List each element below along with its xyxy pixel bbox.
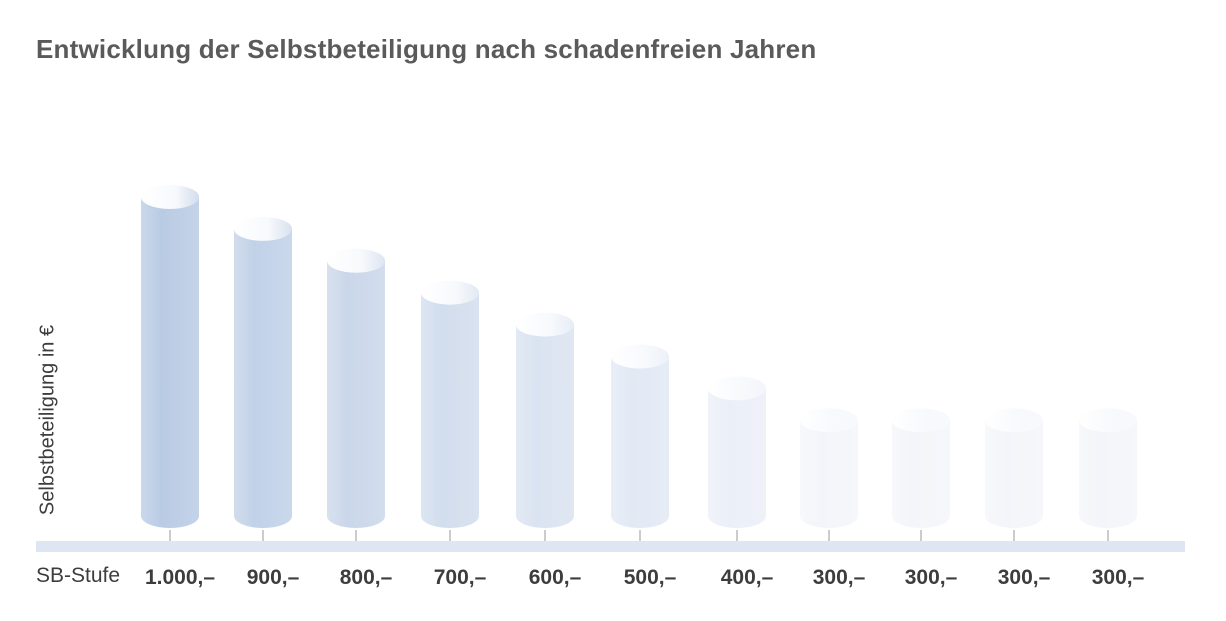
bar-body <box>985 420 1043 528</box>
x-tick-label: 300,– <box>998 566 1051 589</box>
bar-top <box>985 408 1043 433</box>
bar-top <box>611 344 669 369</box>
x-axis-label: SB-Stufe <box>36 564 121 587</box>
x-tick-label: 700,– <box>434 566 487 589</box>
x-tick-label: 300,– <box>1092 566 1145 589</box>
bar-1 <box>141 185 199 528</box>
bar-top <box>708 376 766 401</box>
bar-body <box>892 420 950 528</box>
bar-body <box>708 388 766 528</box>
bar-top <box>141 185 199 209</box>
bar-top <box>421 280 479 305</box>
bar-8 <box>800 408 858 528</box>
bar-11 <box>1079 408 1137 528</box>
bar-body <box>234 228 292 528</box>
bar-body <box>1079 420 1137 528</box>
bar-top <box>234 216 292 241</box>
x-tick-label: 900,– <box>247 566 300 589</box>
bar-top <box>327 248 385 273</box>
bar-body <box>421 292 479 528</box>
bar-top <box>800 408 858 433</box>
bar-body <box>327 260 385 528</box>
x-tick-label: 500,– <box>624 566 677 589</box>
x-tick-label: 1.000,– <box>145 566 215 589</box>
bar-top <box>892 408 950 433</box>
bar-body <box>800 420 858 528</box>
x-tick-label: 800,– <box>340 566 393 589</box>
bar-5 <box>516 312 574 528</box>
bar-3 <box>327 248 385 528</box>
bar-9 <box>892 408 950 528</box>
chart-title: Entwicklung der Selbstbeteiligung nach s… <box>36 34 817 64</box>
bar-top <box>516 312 574 337</box>
bar-6 <box>611 344 669 528</box>
bar-body <box>516 324 574 528</box>
bar-body <box>141 197 199 528</box>
bar-2 <box>234 216 292 528</box>
x-tick-label: 300,– <box>813 566 866 589</box>
bar-7 <box>708 376 766 528</box>
x-tick-label: 300,– <box>905 566 958 589</box>
bar-10 <box>985 408 1043 528</box>
x-tick-label: 400,– <box>721 566 774 589</box>
bar-4 <box>421 280 479 528</box>
bar-top <box>1079 408 1137 433</box>
x-tick-label: 600,– <box>529 566 582 589</box>
bar-body <box>611 356 669 528</box>
x-axis-band <box>36 541 1185 552</box>
